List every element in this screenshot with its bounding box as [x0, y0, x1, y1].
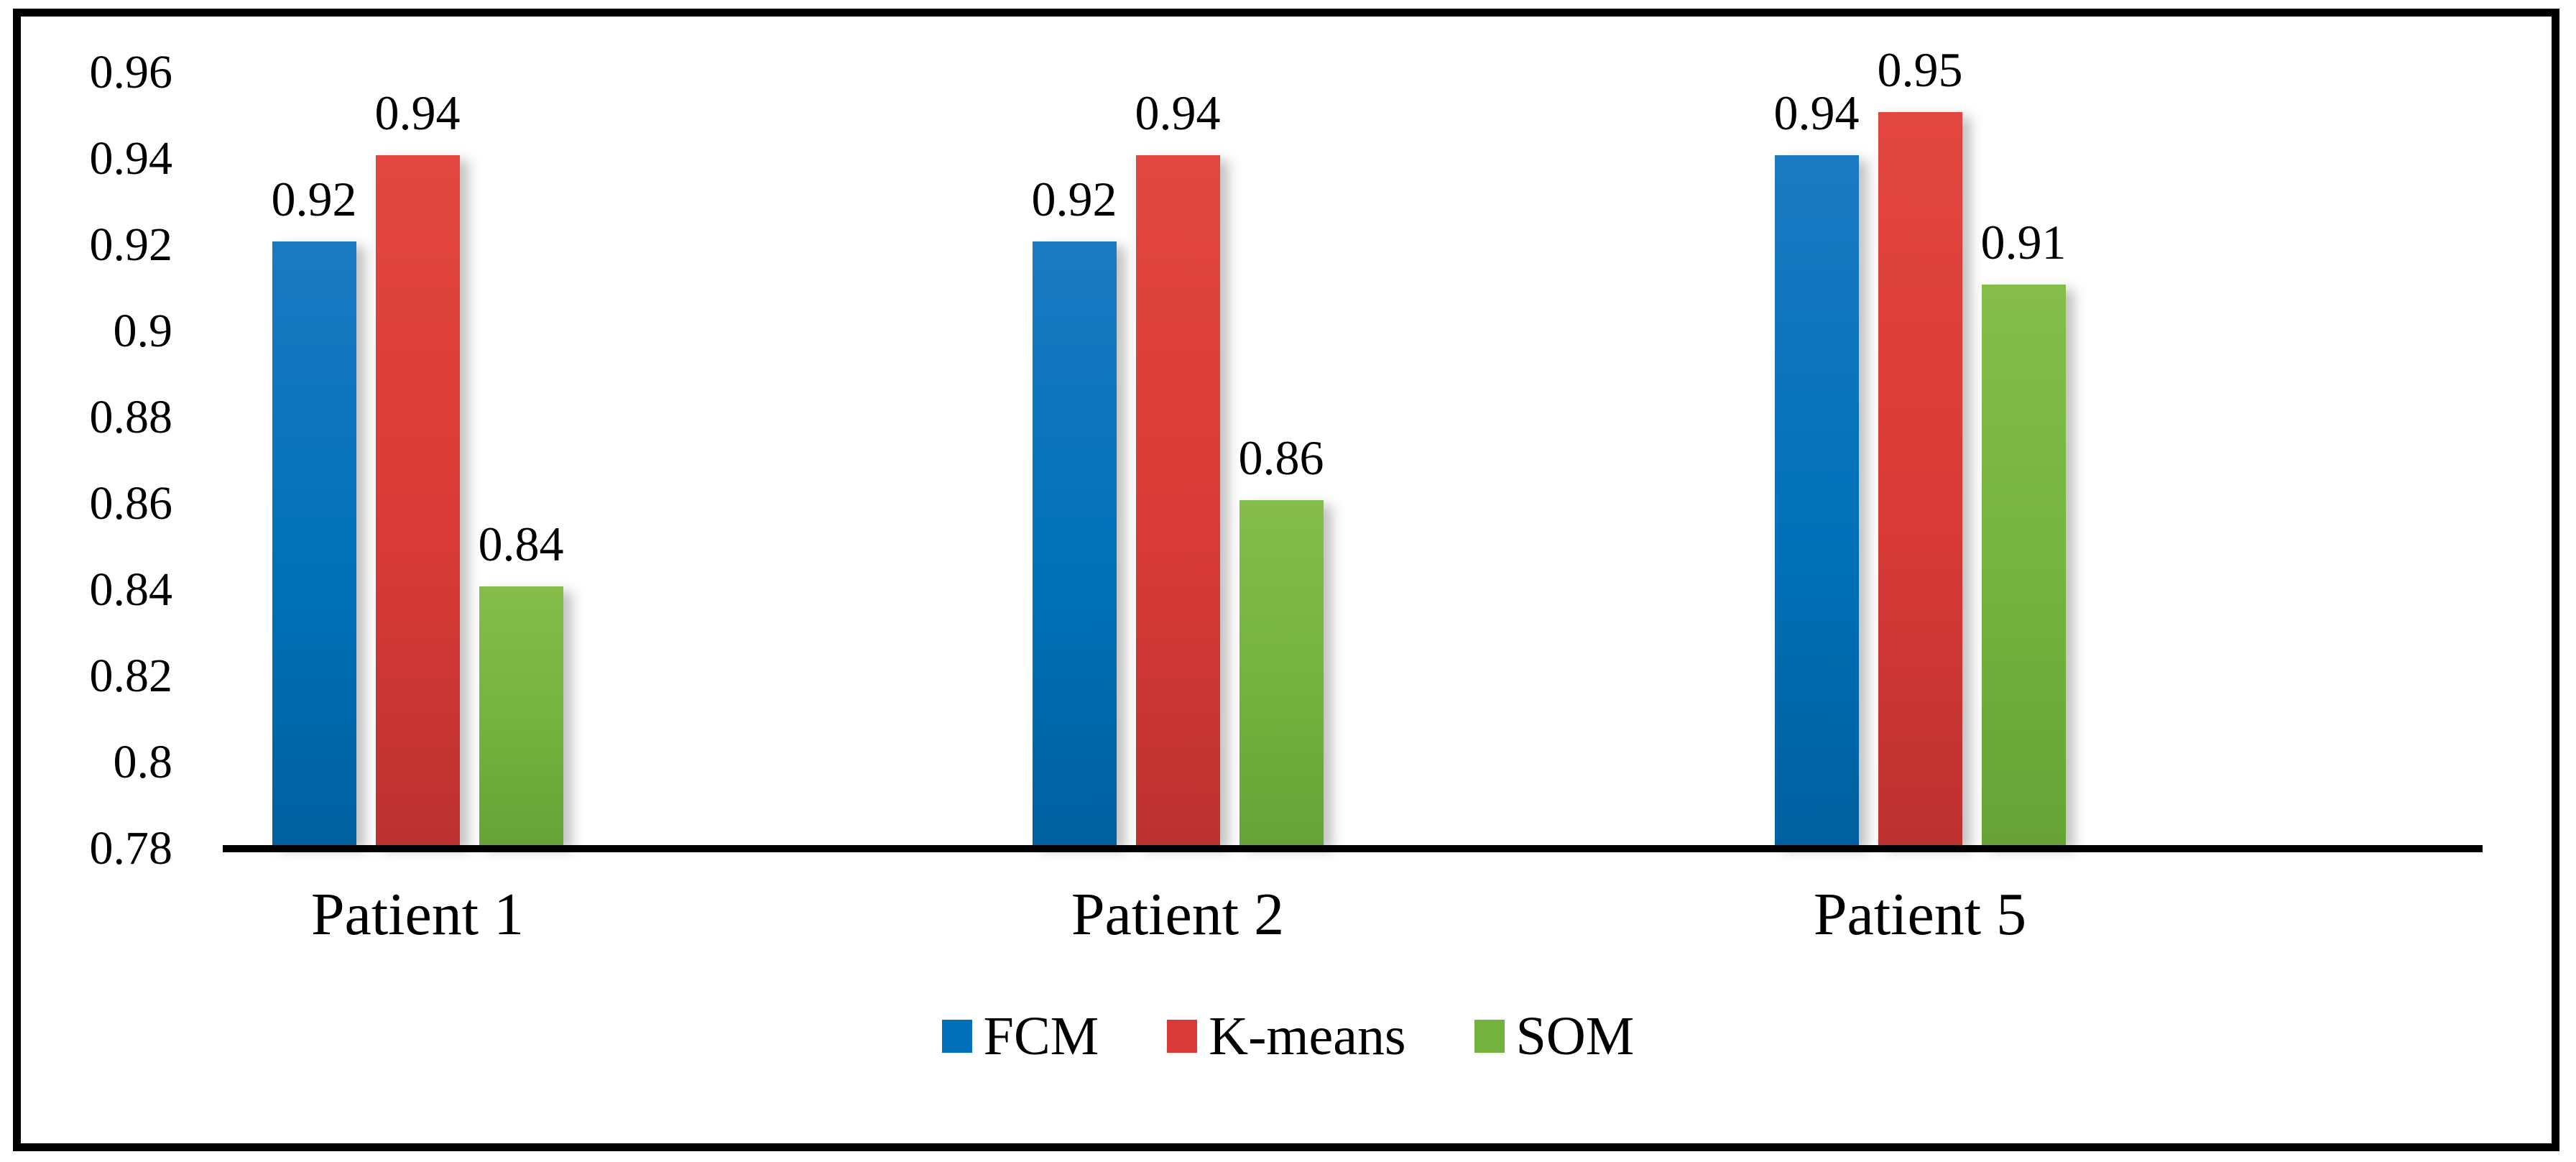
x-axis-line: [223, 845, 2483, 852]
y-tick-label: 0.86: [89, 477, 173, 530]
y-tick-label: 0.9: [113, 305, 173, 357]
legend-label-som: SOM: [1515, 1006, 1635, 1066]
legend-marker-k-means-icon: [1167, 1020, 1198, 1053]
y-tick-label: 0.78: [89, 822, 173, 875]
legend-marker-fcm-icon: [941, 1020, 972, 1053]
bar-k-means-patient-1: [375, 155, 460, 845]
data-label-fcm-patient-5: 0.94: [1773, 86, 1860, 140]
data-label-som-patient-1: 0.84: [478, 517, 564, 571]
y-tick-label: 0.8: [113, 736, 173, 788]
y-tick-label: 0.94: [89, 132, 173, 185]
bar-som-patient-2: [1239, 500, 1324, 845]
bar-k-means-patient-2: [1135, 155, 1220, 845]
category-label-patient-5: Patient 5: [1813, 881, 2027, 948]
category-label-patient-1: Patient 1: [310, 881, 525, 948]
data-label-k-means-patient-5: 0.95: [1877, 42, 1963, 97]
legend-label-fcm: FCM: [983, 1006, 1099, 1066]
data-label-som-patient-5: 0.91: [1980, 215, 2067, 269]
chart-legend: FCM K-means SOM: [0, 1007, 2576, 1065]
y-tick-label: 0.96: [89, 46, 173, 98]
legend-item-som: SOM: [1474, 1006, 1635, 1066]
bar-fcm-patient-5: [1774, 155, 1859, 845]
data-label-fcm-patient-2: 0.92: [1031, 172, 1117, 226]
bar-som-patient-1: [479, 586, 563, 845]
bar-som-patient-5: [1981, 285, 2066, 845]
legend-label-k-means: K-means: [1209, 1006, 1406, 1066]
chart-frame-border: [13, 9, 2559, 1151]
y-tick-label: 0.88: [89, 391, 173, 443]
y-tick-label: 0.82: [89, 650, 173, 702]
data-label-som-patient-2: 0.86: [1238, 430, 1324, 485]
data-label-fcm-patient-1: 0.92: [271, 172, 357, 226]
y-tick-label: 0.92: [89, 218, 173, 271]
legend-item-k-means: K-means: [1167, 1006, 1406, 1066]
bar-fcm-patient-1: [272, 241, 356, 845]
data-label-k-means-patient-1: 0.94: [374, 86, 461, 140]
legend-item-fcm: FCM: [941, 1006, 1099, 1066]
bar-fcm-patient-2: [1032, 241, 1117, 845]
bar-k-means-patient-5: [1878, 112, 1962, 845]
y-tick-label: 0.84: [89, 563, 173, 616]
data-label-k-means-patient-2: 0.94: [1135, 86, 1221, 140]
legend-marker-som-icon: [1474, 1020, 1505, 1053]
category-label-patient-2: Patient 2: [1071, 881, 1285, 948]
